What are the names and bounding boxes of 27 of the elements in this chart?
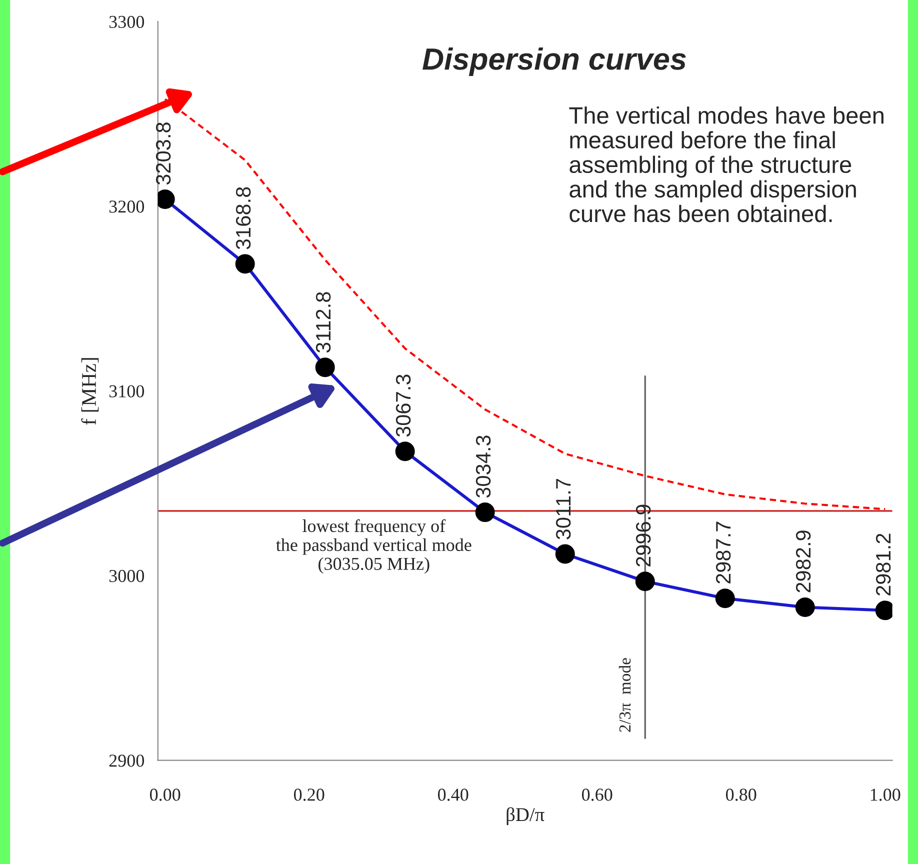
annotation: The vertical modes have been measured before the final assembling of the structure and the sampled dispersion curve has been obtained. — [569, 106, 884, 222]
x-tick-label: 0.40 — [438, 788, 468, 801]
data-label: 3168.8 — [236, 187, 251, 250]
data-label: 3011.7 — [556, 479, 571, 540]
y-tick-label: 2900 — [109, 754, 144, 767]
x-tick-label: 0.60 — [582, 788, 612, 801]
data-label: 2996.9 — [636, 504, 651, 566]
y-tick-label: 3100 — [109, 385, 144, 398]
data-label: 3034.3 — [476, 436, 491, 498]
data-label: 2981.2 — [876, 534, 891, 596]
x-tick-label: 1.00 — [870, 788, 900, 801]
x-axis-title: βD/π — [506, 807, 544, 826]
text: Dispersion curves — [422, 47, 686, 76]
y-tick-label: 3300 — [109, 16, 144, 28]
data-label: 2987.7 — [716, 522, 731, 584]
ref-line-label: 2/3π mode — [618, 658, 631, 732]
data-label: 3067.3 — [396, 374, 411, 437]
y-tick-label: 3200 — [109, 200, 144, 213]
x-tick-label: 0.80 — [726, 788, 756, 801]
data-label: 3112.8 — [316, 292, 331, 353]
data-label: 2982.9 — [796, 530, 811, 592]
y-tick-label: 3000 — [109, 570, 144, 582]
y-axis-title: f [MHz] — [81, 358, 99, 425]
ref-line-label: lowest frequency of the passband vertical mode (3035.05 MHz) — [276, 519, 472, 574]
data-label: 3203.8 — [156, 122, 171, 185]
x-tick-label: 0.20 — [294, 788, 324, 801]
x-tick-label: 0.00 — [150, 788, 180, 801]
